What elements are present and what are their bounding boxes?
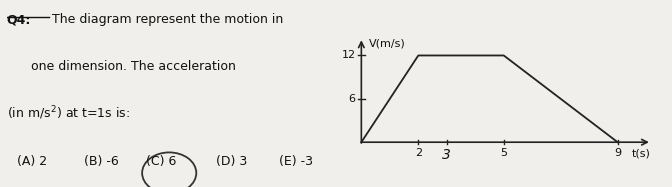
Text: (C) 6: (C) 6 [146, 155, 177, 168]
Text: The diagram represent the motion in: The diagram represent the motion in [52, 13, 284, 26]
Text: 2: 2 [415, 148, 422, 158]
Text: (E) -3: (E) -3 [280, 155, 313, 168]
Text: Q4:: Q4: [7, 13, 31, 26]
Text: (A) 2: (A) 2 [17, 155, 47, 168]
Text: t(s): t(s) [632, 149, 650, 159]
Text: (D) 3: (D) 3 [216, 155, 248, 168]
Text: 5: 5 [500, 148, 507, 158]
Text: (in m/s$^2$) at t=1s is:: (in m/s$^2$) at t=1s is: [7, 105, 130, 122]
Text: (B) -6: (B) -6 [83, 155, 118, 168]
Text: 9: 9 [614, 148, 621, 158]
Text: 12: 12 [341, 50, 355, 60]
Text: one dimension. The acceleration: one dimension. The acceleration [31, 60, 236, 73]
Text: 3: 3 [442, 148, 451, 162]
Text: V(m/s): V(m/s) [368, 39, 405, 49]
Text: 6: 6 [349, 94, 355, 104]
